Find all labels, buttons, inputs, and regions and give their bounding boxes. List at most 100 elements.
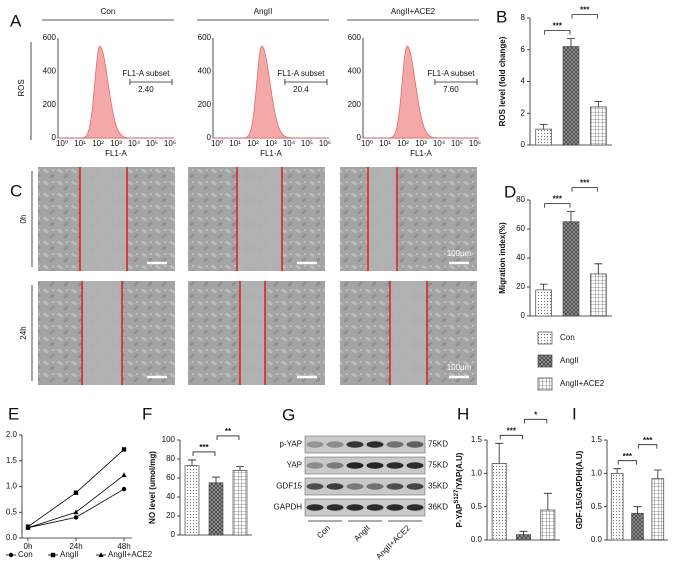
y-tick-label: 0 — [52, 133, 57, 142]
bar — [232, 470, 248, 536]
x-tick-label: 10⁵ — [301, 139, 313, 148]
y-axis-label: Migration index(%) — [498, 222, 507, 294]
y-tick-label: 200 — [198, 100, 212, 109]
y-tick-label: 0 — [521, 311, 526, 320]
significance-label: *** — [580, 6, 590, 15]
significance-bracket — [638, 444, 658, 449]
size-label: 75KD — [428, 461, 448, 470]
error-bar — [519, 530, 528, 535]
significance-label: ** — [225, 427, 232, 436]
series-line — [27, 474, 125, 529]
x-tick-label: 10³ — [415, 139, 427, 148]
y-tick-label: 0 — [357, 133, 362, 142]
gate-label: FL1-A subset — [427, 69, 475, 78]
x-tick-label: 10² — [247, 139, 259, 148]
error-bar — [567, 38, 575, 47]
bar — [535, 289, 552, 317]
x-tick-label: 10³ — [110, 139, 122, 148]
protein-label: GDF15 — [276, 482, 302, 491]
group-title: Con — [101, 7, 116, 16]
significance-bracket — [571, 187, 598, 192]
y-tick-label: 0.5 — [6, 507, 18, 516]
x-tick-label: 48h — [117, 542, 130, 551]
y-tick-label: 600 — [198, 33, 212, 42]
legend-label: Con — [18, 550, 33, 559]
gate-label: FL1-A subset — [122, 69, 170, 78]
x-tick-label: 10² — [92, 139, 104, 148]
y-tick-label: 60 — [516, 224, 525, 233]
error-bar — [188, 459, 196, 466]
y-tick-label: 0.0 — [471, 535, 483, 544]
x-axis-label: FL1-A — [410, 149, 432, 158]
bar — [562, 221, 580, 317]
row-label: 0h — [19, 215, 28, 224]
blot-band — [406, 441, 424, 448]
legend-label: Con — [560, 333, 575, 342]
significance-label: *** — [507, 426, 517, 435]
legend-label: AngII+ACE2 — [108, 550, 153, 559]
panel-letter: A — [10, 11, 22, 30]
scale-bar-label: 100μm — [447, 363, 472, 372]
y-tick-label: 6 — [521, 45, 526, 54]
series-line — [27, 449, 125, 527]
bar — [562, 46, 580, 146]
marker — [73, 509, 79, 515]
bar — [208, 482, 224, 536]
x-tick-label: 0h — [24, 542, 33, 551]
marker — [73, 490, 79, 495]
scratch-gap — [390, 281, 427, 385]
legend-marker — [98, 552, 104, 557]
gate — [434, 79, 478, 85]
blot-band — [386, 441, 404, 448]
scratch-gap — [237, 167, 282, 271]
blot-band — [306, 483, 324, 490]
error-bar — [539, 123, 548, 130]
marker — [121, 447, 127, 452]
error-bar — [633, 506, 642, 514]
bar — [535, 128, 552, 146]
group-label: AngII — [352, 524, 372, 544]
row-label: 24h — [19, 326, 28, 339]
error-bar — [539, 283, 548, 290]
x-tick-label: 10⁶ — [164, 139, 176, 148]
histogram — [58, 45, 174, 139]
x-tick-label: 10⁰ — [361, 139, 373, 148]
x-tick-label: 10⁰ — [211, 139, 223, 148]
significance-label: *** — [623, 452, 633, 461]
blot-band — [406, 483, 424, 490]
scratch-gap — [80, 167, 127, 271]
legend-swatch — [537, 354, 553, 368]
legend-swatch — [537, 377, 553, 391]
blot-strip — [304, 477, 426, 496]
y-tick-label: 20 — [516, 282, 525, 291]
error-bar — [212, 476, 220, 483]
protein-label: p-YAP — [279, 440, 302, 449]
group-label: AngII+ACE2 — [374, 523, 412, 561]
error-bar — [594, 100, 603, 107]
y-tick-label: 80 — [166, 454, 175, 463]
panel-letter: B — [496, 7, 507, 26]
scratch-gap — [82, 281, 122, 385]
y-axis-label: NO level (umol/mg) — [148, 451, 157, 524]
bar — [184, 465, 200, 536]
legend-swatch — [537, 331, 553, 345]
y-tick-label: 600 — [43, 33, 57, 42]
error-bar — [567, 211, 575, 222]
significance-label: * — [534, 410, 538, 419]
y-tick-label: 2 — [521, 108, 526, 117]
significance-bracket — [544, 203, 571, 208]
y-tick-label: 200 — [43, 100, 57, 109]
x-tick-label: 10⁶ — [319, 139, 331, 148]
y-axis-label: GDF-15/GAPDH(A.U) — [575, 450, 584, 529]
x-tick-label: 10² — [397, 139, 409, 148]
y-tick-label: 1.0 — [6, 482, 18, 491]
legend-label: AngII — [60, 550, 79, 559]
blot-band — [386, 504, 404, 511]
gate — [129, 79, 173, 85]
blot-band — [346, 441, 364, 448]
blot-band — [366, 504, 384, 511]
scratch-gap — [240, 281, 265, 385]
y-label-main: P-YAP — [455, 503, 464, 527]
x-tick-label: 10⁴ — [283, 139, 296, 148]
